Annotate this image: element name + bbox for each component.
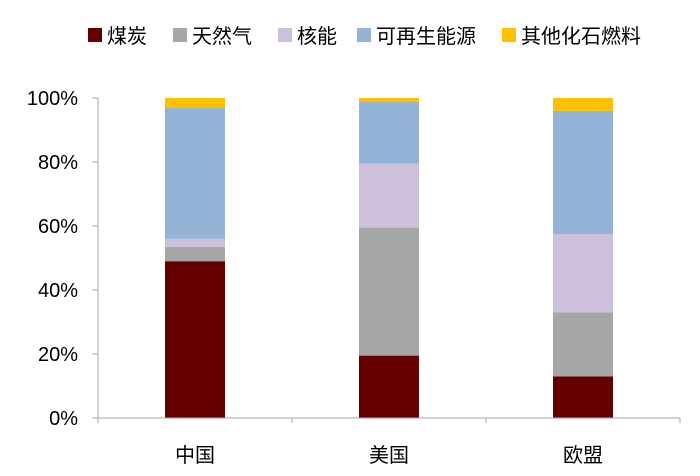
legend-swatch (173, 28, 187, 42)
stacked-bar-segment-2-1 (553, 312, 613, 377)
legend-item: 其他化石燃料 (502, 25, 641, 48)
y-tick-label: 60% (38, 216, 78, 238)
legend: 煤炭 天然气 核能 可再生能源 其他化石燃料 (88, 25, 641, 48)
bars (165, 98, 613, 418)
stacked-bar-segment-1-2 (359, 163, 419, 228)
stacked-bar-segment-1-3 (359, 101, 419, 164)
legend-label: 天然气 (192, 25, 252, 48)
stacked-bar-segment-1-0 (359, 355, 419, 418)
y-tick-label: 0% (49, 408, 78, 430)
stacked-bar (165, 98, 225, 418)
stacked-bar (359, 98, 419, 418)
y-tick-label: 20% (38, 344, 78, 366)
x-tick-label: 欧盟 (563, 444, 603, 467)
legend-swatch (502, 28, 516, 42)
y-tick-label: 40% (38, 280, 78, 302)
stacked-bar-segment-2-2 (553, 234, 613, 313)
legend-swatch (357, 28, 371, 42)
stacked-bar (553, 98, 613, 418)
y-tick-label: 100% (27, 88, 78, 110)
legend-label: 可再生能源 (376, 25, 476, 48)
stacked-bar-segment-2-0 (553, 376, 613, 418)
stacked-bar-segment-0-1 (165, 246, 225, 262)
legend-label: 核能 (297, 25, 337, 48)
stacked-bar-segment-2-3 (553, 110, 613, 234)
stacked-bar-segment-0-4 (165, 98, 225, 108)
legend-swatch (278, 28, 292, 42)
x-tick-label: 美国 (369, 444, 409, 467)
stacked-bar-segment-0-0 (165, 261, 225, 418)
legend-item: 可再生能源 (357, 25, 476, 48)
legend-item: 煤炭 (88, 25, 147, 48)
legend-item: 核能 (278, 25, 337, 48)
stacked-bar-segment-2-4 (553, 98, 613, 111)
stacked-bar-segment-0-3 (165, 107, 225, 239)
x-tick-label: 中国 (175, 444, 215, 467)
axes: 0% 20% 40% 60% 80% 100% (27, 88, 681, 430)
legend-label: 煤炭 (107, 25, 147, 48)
legend-item: 天然气 (173, 25, 252, 48)
y-tick-label: 80% (38, 152, 78, 174)
stacked-bar-segment-1-4 (359, 98, 419, 102)
legend-swatch (88, 28, 102, 42)
stacked-bar-segment-0-2 (165, 238, 225, 247)
stacked-bar-segment-1-1 (359, 227, 419, 356)
legend-label: 其他化石燃料 (521, 25, 641, 48)
